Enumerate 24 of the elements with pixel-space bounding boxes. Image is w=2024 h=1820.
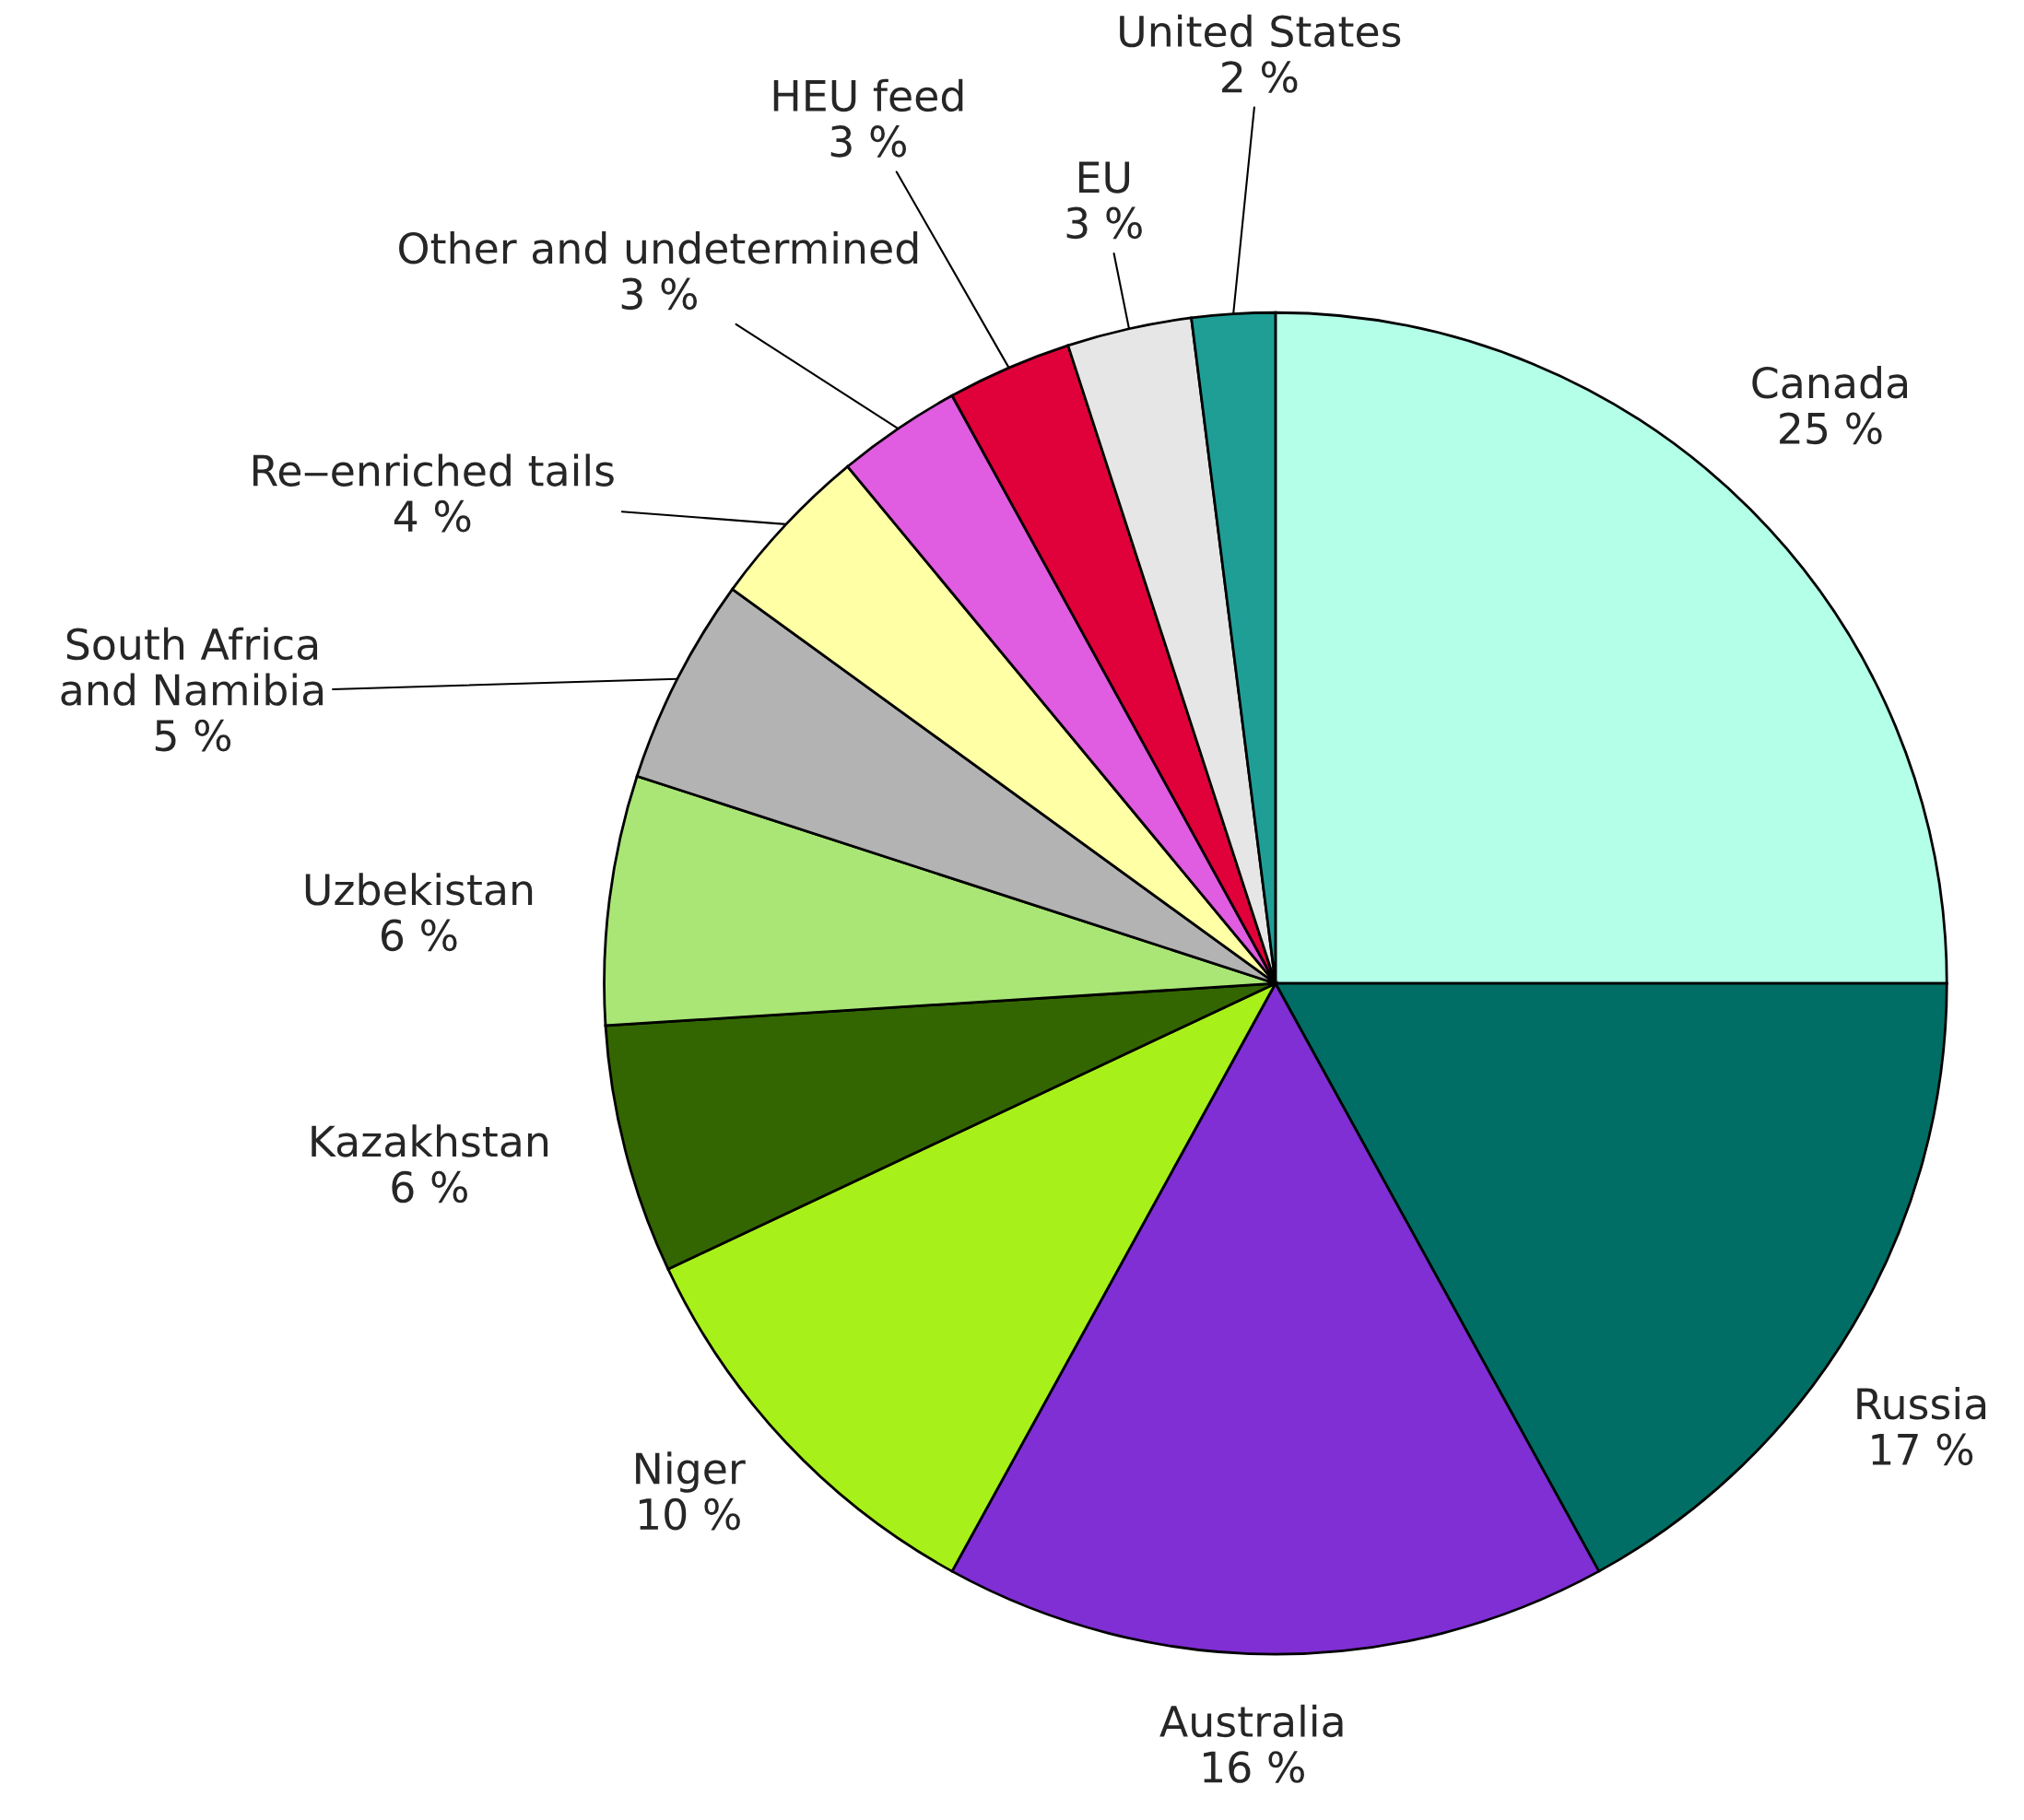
data-label: 6 %: [392, 1170, 467, 1204]
data-label: 4 %: [394, 499, 471, 533]
data-label: 17 %: [1872, 1433, 1973, 1466]
data-label: 3 %: [621, 277, 698, 311]
data-label: 3 %: [830, 125, 906, 158]
data-label: 5 %: [155, 719, 231, 752]
slice-label: Russia: [1857, 1387, 1986, 1420]
data-label: 6 %: [382, 919, 457, 952]
slice-label: Re‒enriched tails: [253, 453, 614, 487]
slice-label: United States: [1120, 14, 1401, 48]
slice-label: South Africa and Namibia: [61, 627, 324, 706]
data-label: 2 %: [1222, 61, 1298, 93]
slice-label: Other and undetermined: [399, 231, 918, 264]
slice-label: Niger: [636, 1451, 746, 1493]
slice-label: Australia: [1159, 1704, 1343, 1738]
data-label: 3 %: [1066, 206, 1142, 240]
slice-label: Kazakhstan: [312, 1124, 548, 1157]
slice-label: HEU feed: [773, 78, 963, 112]
data-label: 10 %: [640, 1497, 740, 1531]
slice-label: EU: [1079, 161, 1130, 194]
data-label: 25 %: [1780, 412, 1882, 445]
slice-label: Uzbekistan: [305, 873, 533, 906]
slice-label: Canada: [1752, 366, 1908, 399]
data-label: 16 %: [1204, 1751, 1304, 1783]
